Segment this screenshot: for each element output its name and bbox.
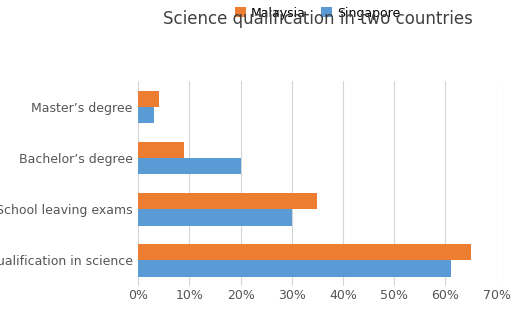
- Legend: Malaysia, Singapore: Malaysia, Singapore: [229, 2, 406, 24]
- Bar: [138, 91, 159, 107]
- Bar: [138, 209, 292, 226]
- Text: Science qualification in two countries: Science qualification in two countries: [162, 10, 473, 28]
- Bar: [138, 107, 154, 123]
- Bar: [138, 260, 451, 277]
- Bar: [138, 244, 471, 260]
- Bar: [138, 193, 317, 209]
- Bar: [138, 142, 184, 158]
- Bar: [138, 158, 241, 175]
